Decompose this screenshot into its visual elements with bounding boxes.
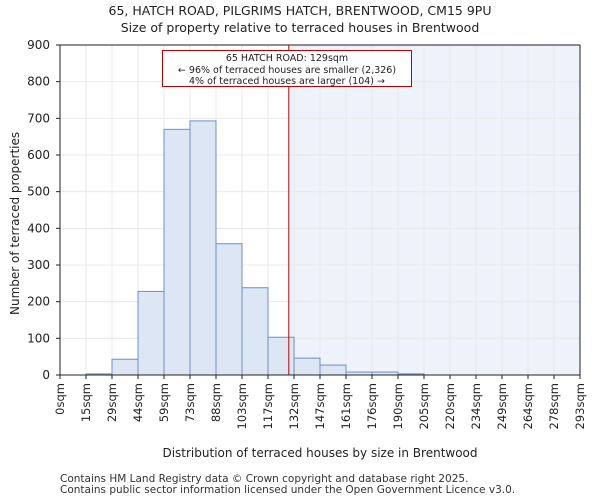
annotation-line-1: 65 HATCH ROAD: 129sqm [225,53,349,64]
marker-annotation: 65 HATCH ROAD: 129sqm ← 96% of terraced … [162,50,412,87]
x-tick-label: 73sqm [183,383,197,422]
x-tick-label: 264sqm [521,383,535,429]
footer-licence: Contains public sector information licen… [60,484,516,496]
annotation-line-3: 4% of terraced houses are larger (104) → [189,76,385,87]
x-tick-label: 117sqm [261,383,275,429]
y-tick-label: 0 [42,368,50,382]
histogram-bar [189,120,217,376]
x-tick-label: 147sqm [313,383,327,429]
chart-title: 65, HATCH ROAD, PILGRIMS HATCH, BRENTWOO… [108,3,492,18]
y-tick-label: 200 [27,295,50,309]
x-tick-label: 15sqm [79,383,93,422]
x-tick-label: 88sqm [209,383,223,422]
y-tick-label: 300 [27,258,50,272]
histogram-chart: 0 100 200 300 400 500 600 700 800 900 0sqm 15sqm 29s… [27,38,587,460]
x-axis-label: Distribution of terraced houses by size … [162,446,477,460]
annotation-line-2: ← 96% of terraced houses are smaller (2,… [177,64,397,76]
histogram-bar [215,243,243,376]
larger-region-shade [288,45,580,375]
y-tick-label: 900 [27,38,50,52]
x-tick-label: 220sqm [443,383,457,429]
histogram-bar [163,128,191,376]
histogram-bar [319,364,347,376]
x-tick-label: 278sqm [547,383,561,429]
footer-copyright: Contains HM Land Registry data © Crown c… [60,473,469,485]
x-tick-label: 234sqm [469,383,483,429]
y-tick-label: 100 [27,331,50,345]
x-tick-label: 103sqm [235,383,249,429]
y-tick-label: 600 [27,148,50,162]
x-tick-label: 59sqm [157,383,171,422]
y-tick-label: 400 [27,221,50,235]
y-tick-label: 800 [27,75,50,89]
histogram-bar [293,357,321,376]
histogram-bar [137,290,165,376]
chart-subtitle: Size of property relative to terraced ho… [120,20,480,35]
x-tick-label: 29sqm [105,383,119,422]
histogram-bar [267,336,295,376]
x-tick-label: 205sqm [417,383,431,429]
x-tick-label: 44sqm [131,383,145,422]
x-tick-label: 176sqm [365,383,379,429]
x-tick-label: 161sqm [339,383,353,429]
x-tick-label: 249sqm [495,383,509,429]
y-tick-label: 500 [27,185,50,199]
histogram-bar [111,358,139,376]
y-tick-label: 700 [27,111,50,125]
x-tick-label: 132sqm [287,383,301,429]
histogram-bar [241,287,269,376]
x-tick-label: 0sqm [53,383,67,415]
x-tick-label: 190sqm [391,383,405,429]
x-tick-label: 293sqm [573,383,587,429]
